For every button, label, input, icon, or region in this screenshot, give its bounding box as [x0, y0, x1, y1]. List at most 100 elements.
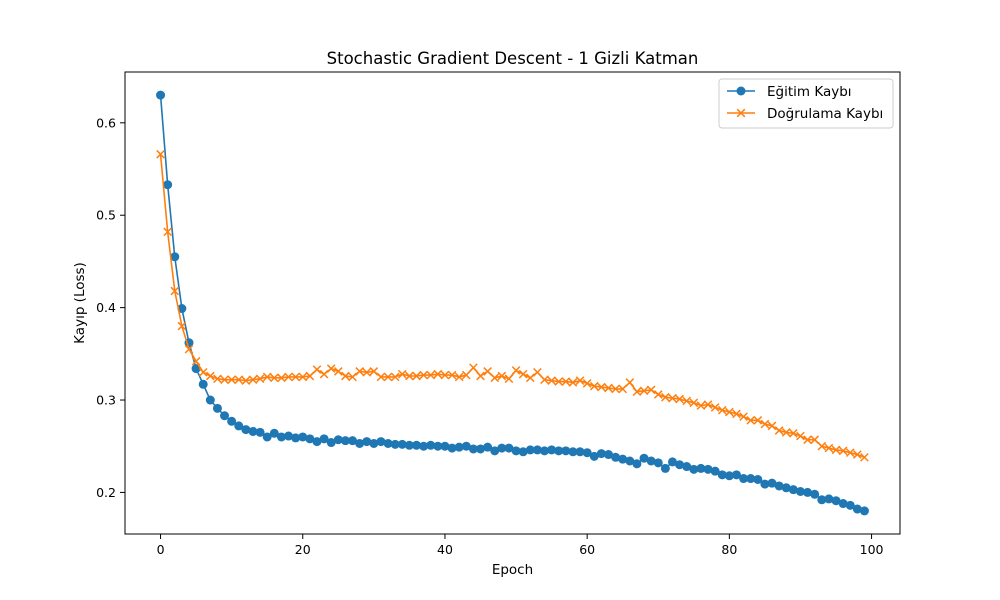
data-point-egitim [404, 440, 414, 450]
data-point-dogrulama [554, 377, 564, 386]
data-point-dogrulama [618, 384, 628, 394]
data-point-dogrulama [760, 419, 770, 429]
data-point-egitim [433, 441, 443, 451]
data-point-egitim [568, 447, 578, 457]
data-point-dogrulama [355, 367, 364, 376]
data-point-egitim [241, 425, 251, 435]
data-point-dogrulama [853, 450, 862, 459]
data-point-egitim [575, 447, 585, 457]
data-point-dogrulama [156, 149, 165, 159]
data-point-dogrulama [476, 371, 485, 381]
data-point-dogrulama [454, 372, 464, 382]
data-point-dogrulama [547, 376, 556, 385]
data-point-egitim [298, 432, 308, 442]
data-point-dogrulama [774, 426, 784, 435]
data-point-egitim [461, 441, 471, 451]
data-point-dogrulama [461, 370, 471, 380]
data-point-dogrulama [269, 373, 279, 383]
series-line-dogrulama [159, 154, 865, 459]
data-point-egitim [525, 445, 535, 455]
data-point-egitim [447, 443, 457, 453]
y-axis-label: Kayıp (Loss) [72, 262, 88, 344]
data-point-egitim [845, 500, 855, 510]
data-point-dogrulama [511, 366, 521, 375]
data-point-dogrulama [540, 375, 549, 385]
data-point-egitim [639, 453, 649, 463]
data-point-egitim [859, 506, 869, 516]
data-point-dogrulama [220, 375, 229, 385]
legend-label-egitim: Eğitim Kaybı [767, 84, 852, 100]
legend-box [718, 78, 894, 129]
data-point-egitim [817, 495, 827, 505]
data-point-dogrulama [589, 381, 599, 391]
legend-label-dogrulama: Doğrulama Kaybı [767, 106, 883, 122]
data-point-dogrulama [575, 376, 585, 385]
data-point-dogrulama [518, 369, 528, 379]
data-point-egitim [426, 440, 436, 450]
data-point-dogrulama [611, 384, 620, 394]
data-point-dogrulama [845, 448, 855, 458]
data-point-dogrulama [725, 407, 734, 417]
data-point-dogrulama [717, 405, 727, 415]
data-point-egitim [682, 462, 692, 472]
data-point-dogrulama [753, 416, 763, 425]
data-point-dogrulama [397, 369, 407, 379]
chart-title: Stochastic Gradient Descent - 1 Gizli Ka… [327, 49, 699, 68]
data-point-egitim [689, 464, 699, 474]
data-point-dogrulama [497, 371, 507, 381]
data-point-egitim [625, 456, 635, 466]
data-point-egitim [276, 432, 286, 442]
data-point-dogrulama [803, 435, 812, 445]
data-point-egitim [490, 446, 500, 456]
x-axis-label: Epoch [492, 562, 533, 578]
data-point-dogrulama [632, 387, 642, 397]
data-point-dogrulama [255, 374, 265, 384]
data-point-egitim [554, 446, 564, 456]
data-point-dogrulama [646, 385, 656, 395]
data-point-dogrulama [298, 372, 308, 382]
data-point-egitim [412, 440, 422, 450]
data-point-egitim [255, 427, 265, 437]
y-tick-label: 0.6 [96, 115, 116, 130]
data-point-egitim [454, 442, 464, 452]
data-point-dogrulama [383, 372, 393, 382]
data-point-dogrulama [525, 373, 535, 383]
data-point-egitim [177, 304, 187, 314]
data-point-egitim [603, 450, 613, 460]
data-point-egitim [511, 446, 521, 456]
data-point-egitim [731, 470, 741, 480]
data-point-egitim [234, 421, 244, 431]
data-point-dogrulama [739, 412, 748, 421]
data-point-egitim [632, 459, 642, 469]
data-point-dogrulama [227, 375, 236, 385]
data-point-dogrulama [767, 421, 777, 431]
data-point-dogrulama [433, 369, 443, 379]
data-point-egitim [333, 435, 343, 445]
data-point-dogrulama [860, 452, 869, 462]
data-point-egitim [518, 447, 528, 457]
data-point-dogrulama [447, 370, 457, 380]
data-point-egitim [205, 395, 215, 405]
legend-marker-egitim [736, 86, 746, 96]
data-point-egitim [397, 439, 407, 449]
data-point-egitim [170, 252, 180, 262]
data-point-dogrulama [419, 370, 428, 380]
data-point-egitim [724, 471, 734, 481]
data-point-dogrulama [682, 396, 692, 406]
data-point-dogrulama [703, 400, 713, 409]
data-point-egitim [710, 466, 720, 476]
data-point-egitim [717, 470, 727, 480]
data-point-dogrulama [284, 372, 293, 382]
data-point-egitim [696, 463, 706, 473]
data-point-egitim [220, 411, 230, 421]
data-point-dogrulama [582, 379, 592, 388]
data-point-dogrulama [241, 376, 251, 385]
data-point-egitim [646, 456, 656, 466]
plot-area [156, 90, 869, 516]
data-point-dogrulama [326, 364, 336, 373]
data-point-dogrulama [831, 445, 841, 455]
data-point-egitim [760, 479, 770, 489]
data-point-egitim [262, 432, 272, 442]
data-point-egitim [788, 485, 798, 495]
